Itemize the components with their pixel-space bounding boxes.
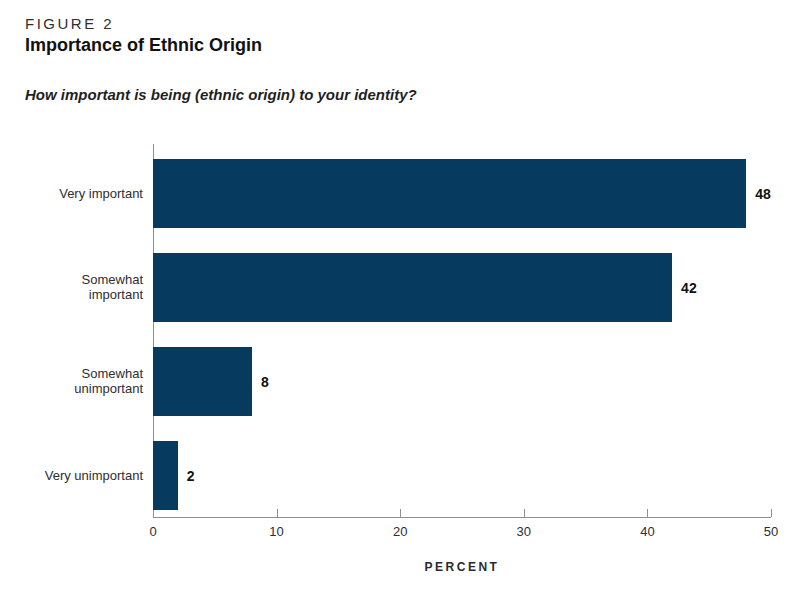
x-axis-tick-label: 0 xyxy=(149,524,156,539)
horizontal-bar-chart: Very important48Somewhat important42Some… xyxy=(25,144,771,574)
category-label: Somewhat unimportant xyxy=(25,366,153,397)
bar xyxy=(153,441,178,510)
x-axis-tick-label: 10 xyxy=(269,524,283,539)
survey-question: How important is being (ethnic origin) t… xyxy=(25,86,771,103)
x-axis-tick-label: 40 xyxy=(640,524,654,539)
bar-value-label: 2 xyxy=(187,468,195,484)
x-axis-tick xyxy=(524,509,525,517)
bar-row: Somewhat unimportant8 xyxy=(153,347,771,416)
figure-header: FIGURE 2 Importance of Ethnic Origin How… xyxy=(25,15,771,103)
x-axis-tick-label: 30 xyxy=(517,524,531,539)
bar xyxy=(153,159,746,228)
bar-row: Somewhat important42 xyxy=(153,253,771,322)
bar xyxy=(153,347,252,416)
bar-row: Very important48 xyxy=(153,159,771,228)
x-axis-title: PERCENT xyxy=(153,560,771,574)
category-label: Somewhat important xyxy=(25,272,153,303)
figure-title: Importance of Ethnic Origin xyxy=(25,35,771,56)
plot-area: Very important48 Somewhat important42 Some… xyxy=(153,144,771,518)
x-axis-tick-labels: 01020304050 xyxy=(153,524,771,544)
bar-row: Very unimportant2 xyxy=(153,441,771,510)
x-axis-tick xyxy=(647,509,648,517)
x-axis-tick xyxy=(277,509,278,517)
bar-value-label: 8 xyxy=(261,374,269,390)
x-axis-tick-label: 50 xyxy=(764,524,778,539)
bar-value-label: 48 xyxy=(755,186,771,202)
bar xyxy=(153,253,672,322)
x-axis-tick-label: 20 xyxy=(393,524,407,539)
bar-value-label: 42 xyxy=(681,280,697,296)
x-axis-tick xyxy=(771,509,772,517)
figure-number-label: FIGURE 2 xyxy=(25,15,771,32)
figure-page: FIGURE 2 Importance of Ethnic Origin How… xyxy=(0,0,805,600)
category-label: Very important xyxy=(25,186,153,202)
x-axis-tick xyxy=(400,509,401,517)
category-label: Very unimportant xyxy=(25,468,153,484)
